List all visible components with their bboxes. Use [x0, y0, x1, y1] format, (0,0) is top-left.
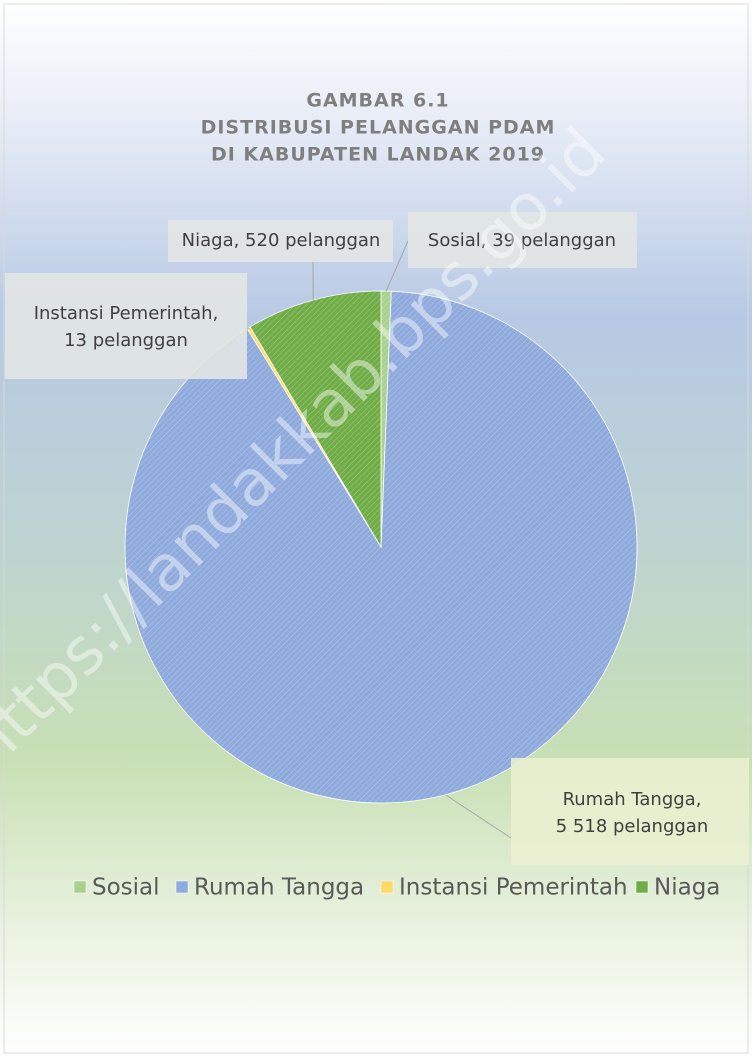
legend-swatch — [636, 881, 648, 893]
legend-label: Rumah Tangga — [194, 875, 364, 901]
legend-label: Sosial — [92, 875, 160, 901]
data-label: 13 pelanggan — [64, 330, 188, 351]
title-line: GAMBAR 6.1 — [306, 90, 449, 112]
data-label: 5 518 pelanggan — [556, 816, 708, 837]
label-box — [511, 758, 749, 865]
legend-label: Instansi Pemerintah — [399, 875, 628, 901]
label-box — [5, 273, 247, 379]
data-label: Instansi Pemerintah, — [34, 303, 219, 324]
legend-swatch — [74, 881, 86, 893]
title-line: DI KABUPATEN LANDAK 2019 — [211, 144, 545, 166]
legend-swatch — [176, 881, 188, 893]
data-label: Niaga, 520 pelanggan — [182, 230, 381, 251]
legend-label: Niaga — [654, 875, 720, 901]
data-label: Rumah Tangga, — [563, 789, 702, 810]
title-line: DISTRIBUSI PELANGGAN PDAM — [201, 117, 556, 139]
legend-swatch — [381, 881, 393, 893]
